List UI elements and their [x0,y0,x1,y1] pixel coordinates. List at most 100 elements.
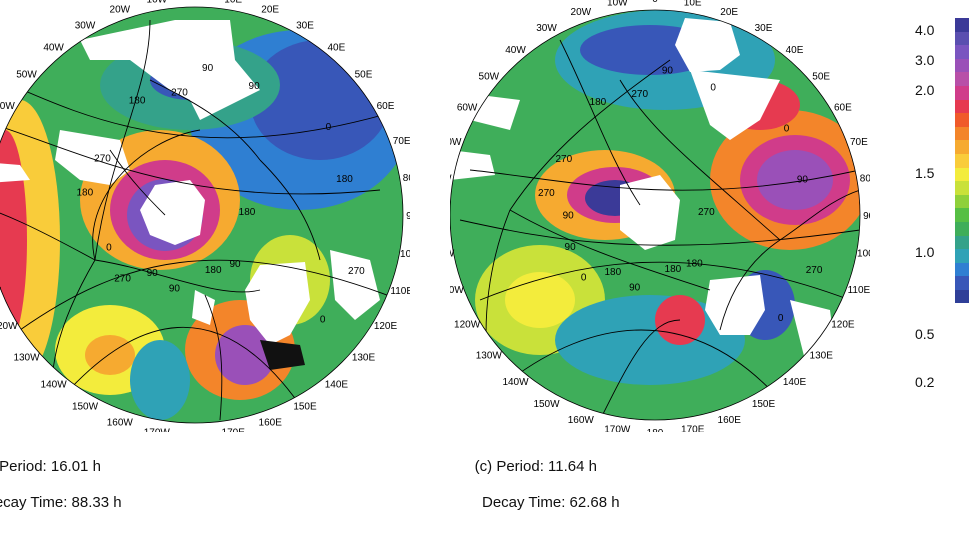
longitude-label: 160E [259,418,283,429]
phase-contour-label: 270 [94,153,111,164]
longitude-label: 60W [0,101,15,112]
colorbar: 4.0 3.0 2.0 1.5 1.0 0.5 0.2 [905,18,969,418]
longitude-label: 110W [450,285,464,296]
colorbar-swatch [955,249,969,263]
colorbar-tick-label: 0.2 [915,374,935,390]
colorbar-swatch [955,113,969,127]
longitude-label: 100E [400,249,410,260]
longitude-label: 80E [403,173,410,184]
colorbar-swatch [955,208,969,222]
caption-b: (b) Period: 16.01 h Decay Time: 88.33 h [0,440,122,548]
colorbar-swatch [955,235,969,250]
phase-contour-label: 0 [581,272,587,283]
colorbar-tick-label: 4.0 [915,22,935,38]
phase-contour-label: 90 [249,81,261,92]
colorbar-swatch [955,18,969,32]
phase-contour-label: 0 [320,315,326,326]
colorbar-tick-label: 1.0 [915,244,935,260]
amplitude-field-b [0,7,403,423]
longitude-label: 180 [187,431,204,432]
colorbar-swatch [955,276,969,290]
phase-contour-label: 0 [326,122,332,133]
phase-contour-label: 180 [604,267,621,278]
colorbar-swatch [955,31,969,46]
longitude-label: 0 [192,0,198,2]
colorbar-swatch [955,45,969,59]
phase-labels-c: 270 0 90 180 270 0 90 180 270 90 0 180 270 90 180 270 0 9… [538,65,823,324]
longitude-label: 130E [810,351,834,362]
colorbar-swatch [955,262,969,277]
longitude-label: 40E [786,45,804,56]
phase-contour-label: 90 [563,211,575,222]
longitude-label: 20W [110,4,131,15]
phase-contour-label: 270 [171,87,188,98]
longitude-label: 60W [457,103,478,114]
phase-contour-label: 180 [239,207,256,218]
longitude-label: 30W [75,21,96,32]
phase-contour-label: 90 [147,268,159,279]
polar-map-b: 0 10E 20E 30E 40E 50E 60E 70E 80E 90E 100E 110E 120E… [0,0,410,432]
longitude-label: 70E [850,137,868,148]
phase-contour-label: 90 [565,242,577,253]
phase-contour-label: 90 [229,259,241,270]
longitude-label: 130E [352,352,376,363]
colorbar-swatch [955,72,969,86]
longitude-label: 140E [325,380,349,391]
longitude-label: 140W [502,377,529,388]
longitude-label: 90E [863,211,870,222]
longitude-label: 120W [454,320,481,331]
longitude-label: 50W [16,70,37,81]
longitude-label: 10E [224,0,242,5]
period-label-c: (c) Period: 11.64 h [474,458,597,475]
longitude-label: 150W [533,399,560,410]
map-panel-b: 0 10E 20E 30E 40E 50E 60E 70E 80E 90E 100E 110E 120E… [0,0,410,511]
decay-label-b: Decay Time: 88.33 h [0,494,122,511]
phase-contour-label: 270 [538,188,555,199]
phase-contour-label: 0 [784,123,790,134]
longitude-label: 70W [450,137,462,148]
map-panel-c: 0 10E 20E 30E 40E 50E 60E 70E 80E 90E 100E 110E 120E… [450,0,870,511]
colorbar-swatch [955,167,969,182]
colorbar-tick-label: 1.5 [915,165,935,181]
colorbar-swatch [955,140,969,154]
longitude-label: 60E [377,101,395,112]
phase-labels-b: 180 270 90 90 180 0 90 180 270 0 90 180 270 180 90 270 0 [76,63,365,325]
longitude-label: 160W [568,415,595,426]
phase-contour-label: 180 [336,174,353,185]
longitude-label: 170W [604,425,631,432]
longitude-label: 20E [720,7,738,18]
caption-c: (c) Period: 11.64 h Decay Time: 62.68 h [458,440,620,548]
colorbar-swatch [955,85,969,100]
colorbar-swatch [955,289,969,304]
colorbar-tick-label: 2.0 [915,82,935,98]
longitude-label: 90E [406,211,410,222]
phase-contour-label: 90 [797,175,809,186]
phase-contour-label: 90 [629,283,641,294]
phase-contour-label: 270 [631,89,648,100]
longitude-label: 130W [476,351,503,362]
longitude-label: 120W [0,321,18,332]
colorbar-swatch [955,99,969,114]
longitude-label: 130W [13,352,40,363]
longitude-label: 10W [607,0,628,8]
longitude-label: 60E [834,103,852,114]
longitude-label: 110E [848,285,870,296]
longitude-label: 20W [571,7,592,18]
longitude-label: 40E [328,43,346,54]
longitude-label: 140E [783,377,807,388]
colorbar-swatch [955,221,969,236]
colorbar-swatch [955,194,969,209]
phase-contour-label: 180 [129,96,146,107]
longitude-label: 100E [857,249,870,260]
phase-contour-label: 180 [76,188,93,199]
longitude-label: 30E [755,23,773,34]
longitude-label: 110E [390,286,410,297]
longitude-label: 20E [261,4,279,15]
longitude-label: 170W [144,428,171,432]
period-label-b: (b) Period: 16.01 h [0,458,101,475]
longitude-label: 150E [293,402,317,413]
longitude-label: 10W [147,0,168,5]
colorbar-swatch [955,126,969,141]
phase-contour-label: 0 [710,83,716,94]
longitude-labels-c: 0 10E 20E 30E 40E 50E 60E 70E 80E 90E 100E 110E 120E… [450,0,870,432]
